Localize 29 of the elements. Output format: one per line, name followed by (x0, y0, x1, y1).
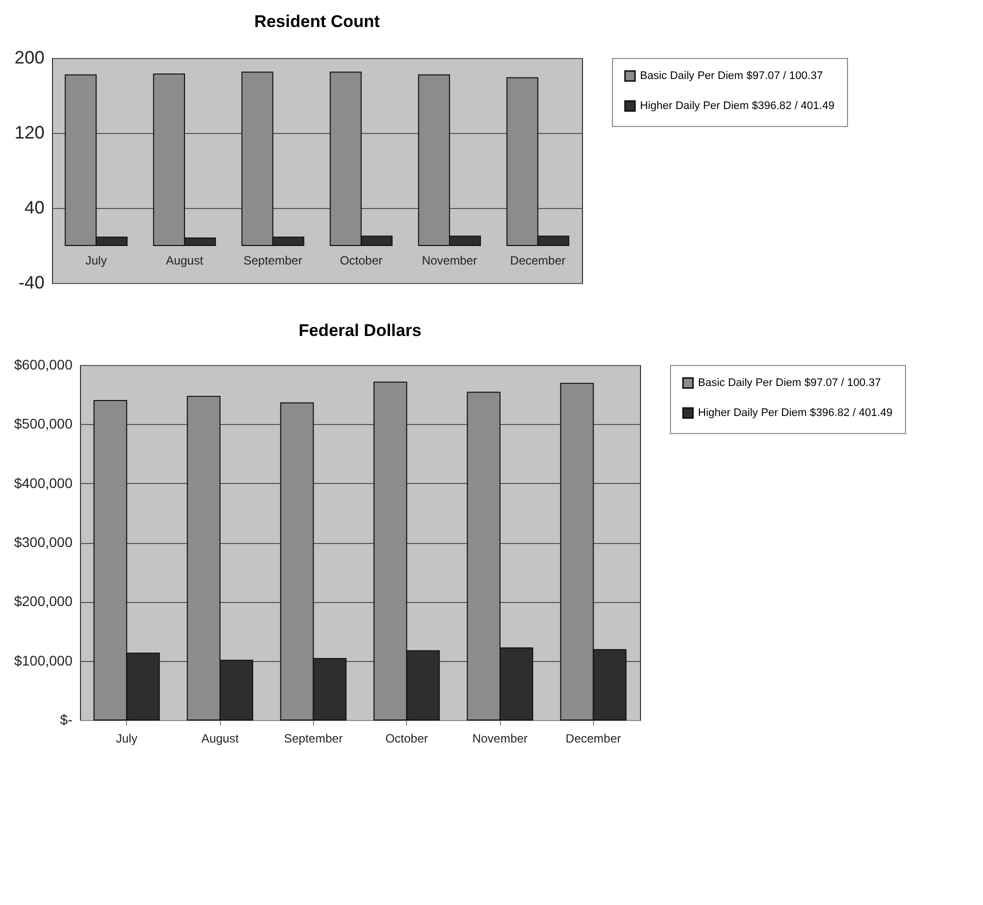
x-tick-label: August (166, 254, 204, 268)
x-tick-label: August (201, 732, 240, 746)
x-tick-label: July (116, 732, 138, 746)
x-tick-label: November (472, 732, 528, 746)
y-tick-label: -40 (18, 272, 44, 292)
x-tick-label: December (566, 732, 622, 746)
legend-label: Basic Daily Per Diem $97.07 / 100.37 (640, 70, 823, 82)
y-tick-label: $400,000 (14, 474, 73, 491)
chart-title: Federal Dollars (298, 321, 422, 340)
y-tick-label: $- (60, 712, 73, 728)
x-tick-label: November (422, 254, 478, 268)
y-tick-label: 200 (14, 48, 44, 68)
y-tick-label: $100,000 (14, 652, 73, 668)
legend-label: Higher Daily Per Diem $396.82 / 401.49 (640, 100, 834, 112)
y-tick-label: $600,000 (14, 356, 73, 372)
y-tick-label: $200,000 (14, 593, 73, 610)
y-tick-label: 120 (14, 122, 44, 142)
y-tick-label: $500,000 (14, 416, 73, 432)
legend-label: Higher Daily Per Diem $396.82 / 401.49 (698, 407, 892, 419)
y-tick-label: 40 (24, 198, 44, 218)
x-tick-label: September (284, 732, 343, 746)
x-tick-label: September (243, 254, 302, 268)
x-tick-label: October (385, 732, 428, 746)
x-tick-label: December (510, 254, 566, 268)
x-tick-label: July (85, 254, 107, 268)
x-tick-label: October (340, 254, 383, 268)
legend-label: Basic Daily Per Diem $97.07 / 100.37 (698, 377, 881, 389)
chart-title: Resident Count (254, 12, 380, 31)
y-tick-label: $300,000 (14, 534, 73, 550)
